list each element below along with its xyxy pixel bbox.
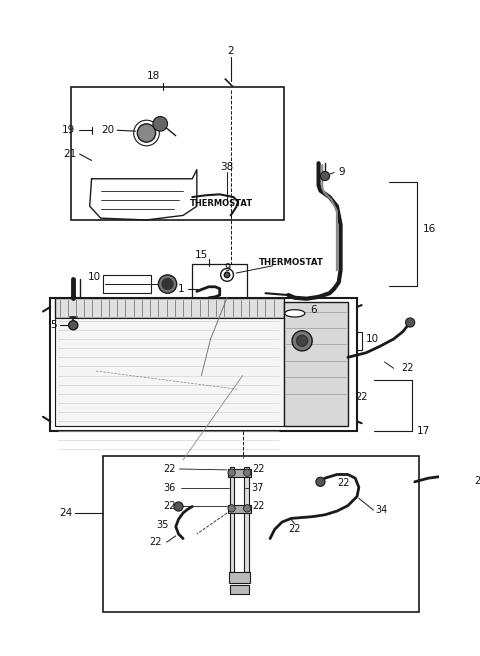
Text: 1: 1 — [178, 283, 185, 294]
Circle shape — [224, 272, 230, 277]
Circle shape — [162, 279, 173, 289]
Text: 36: 36 — [164, 483, 176, 493]
Text: 9: 9 — [224, 264, 230, 274]
Bar — [284, 302, 348, 426]
Ellipse shape — [285, 310, 305, 317]
Bar — [72, 87, 284, 220]
Bar — [311, 332, 361, 350]
Text: 10: 10 — [87, 272, 101, 281]
Circle shape — [465, 485, 474, 495]
Bar — [244, 467, 249, 573]
Text: 10: 10 — [366, 334, 379, 344]
Bar — [229, 573, 250, 583]
Text: 37: 37 — [252, 483, 264, 493]
Circle shape — [297, 335, 308, 346]
Bar — [55, 298, 284, 318]
Text: 5: 5 — [50, 320, 57, 330]
Text: 6: 6 — [310, 304, 316, 315]
Text: 22: 22 — [163, 464, 176, 474]
Circle shape — [316, 477, 325, 486]
Circle shape — [153, 117, 168, 131]
Bar — [55, 318, 284, 426]
Circle shape — [406, 318, 415, 327]
Circle shape — [158, 275, 177, 293]
Text: 22: 22 — [149, 537, 162, 547]
Bar — [103, 275, 151, 293]
Text: 21: 21 — [63, 149, 76, 159]
Text: 22: 22 — [252, 464, 264, 474]
Text: 22: 22 — [355, 392, 368, 401]
Bar — [192, 264, 247, 298]
Text: 34: 34 — [375, 505, 388, 515]
Text: 38: 38 — [220, 162, 234, 172]
Text: 19: 19 — [62, 125, 75, 135]
Circle shape — [228, 469, 235, 476]
Text: 15: 15 — [195, 250, 208, 260]
Text: 2: 2 — [228, 46, 234, 56]
Text: 22: 22 — [337, 478, 349, 487]
Circle shape — [243, 469, 251, 476]
Text: THERMOSTAT: THERMOSTAT — [190, 199, 253, 208]
Text: 22: 22 — [288, 524, 301, 535]
Text: 22: 22 — [252, 501, 264, 510]
Text: 18: 18 — [147, 72, 160, 81]
Circle shape — [321, 171, 330, 180]
Circle shape — [228, 504, 235, 512]
Text: 22: 22 — [163, 501, 176, 510]
Circle shape — [137, 124, 156, 142]
Text: THERMOSTAT: THERMOSTAT — [259, 258, 324, 266]
Bar — [50, 298, 357, 430]
Text: 17: 17 — [417, 426, 430, 436]
Text: 9: 9 — [338, 167, 345, 177]
Circle shape — [243, 504, 251, 512]
Bar — [230, 585, 249, 594]
Bar — [103, 456, 420, 612]
Circle shape — [174, 502, 183, 511]
Text: 22: 22 — [474, 476, 480, 486]
Circle shape — [69, 321, 78, 330]
Text: 35: 35 — [157, 520, 169, 530]
Circle shape — [292, 331, 312, 351]
Bar — [228, 469, 251, 477]
Text: 20: 20 — [101, 125, 115, 135]
Text: 16: 16 — [423, 224, 436, 234]
Bar — [228, 504, 251, 513]
Bar — [230, 467, 234, 573]
Text: 22: 22 — [401, 363, 413, 373]
Text: 24: 24 — [60, 508, 72, 518]
